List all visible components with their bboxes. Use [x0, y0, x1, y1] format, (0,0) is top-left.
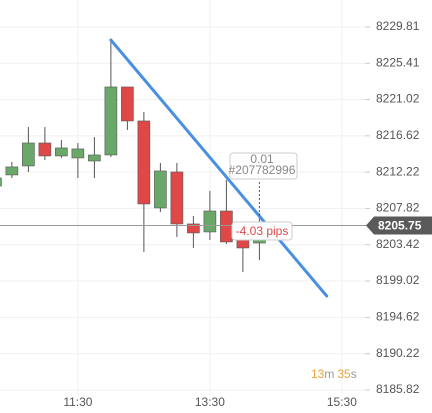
y-tick-label: 8190.22	[376, 346, 420, 360]
y-tick-label: 8229.81	[376, 19, 420, 33]
y-tick-label: 8185.82	[376, 382, 420, 396]
candle-body	[104, 86, 118, 156]
overlays: 8205.75 0.01#207782996 -4.03 pips 13m 35s	[0, 38, 432, 381]
candle-body	[121, 86, 134, 122]
countdown-minutes-unit: m	[324, 367, 334, 381]
candle-body	[71, 148, 85, 159]
candle-body	[236, 239, 250, 249]
grid: 8229.81 8225.41 8221.02 8216.62 8212.22 8207.…	[0, 0, 420, 409]
order-id: #207782996	[229, 163, 296, 177]
candle-body	[154, 170, 167, 209]
candle-body	[170, 171, 184, 225]
y-tick-label: 8203.42	[376, 237, 420, 251]
y-tick-label: 8207.82	[376, 201, 420, 215]
y-tick-label: 8225.41	[376, 55, 420, 69]
countdown-seconds-unit: s	[351, 367, 357, 381]
x-tick-label: 15:30	[327, 395, 357, 409]
pips-box	[231, 221, 293, 241]
countdown-seconds: 35	[337, 367, 351, 381]
candle-body	[38, 142, 52, 157]
candle-body	[55, 147, 68, 157]
order-amount: 0.01	[250, 152, 274, 166]
candle-body	[220, 210, 233, 243]
trendline	[109, 38, 329, 298]
candle-body	[0, 177, 2, 187]
countdown-minutes: 13	[311, 367, 325, 381]
y-tick-label: 8194.62	[376, 310, 420, 324]
pips-label: -4.03 pips	[236, 224, 289, 238]
current-price-tag	[366, 216, 432, 235]
x-tick-label: 11:30	[63, 395, 92, 409]
countdown: 13m 35s	[311, 367, 357, 381]
candle-body	[203, 210, 217, 233]
candle-body	[5, 166, 19, 176]
candle-body	[187, 223, 200, 234]
x-tick-label: 13:30	[195, 395, 225, 409]
candle-body	[22, 142, 35, 167]
y-tick-label: 8221.02	[376, 92, 420, 106]
candle-body	[88, 154, 101, 162]
current-price-label: 8205.75	[378, 219, 422, 233]
y-tick-label: 8216.62	[376, 128, 420, 142]
order-box	[229, 152, 298, 180]
y-tick-label: 8199.02	[376, 273, 420, 287]
candle-body	[137, 120, 151, 205]
y-tick-label: 8212.22	[376, 164, 420, 178]
candles	[0, 40, 266, 272]
